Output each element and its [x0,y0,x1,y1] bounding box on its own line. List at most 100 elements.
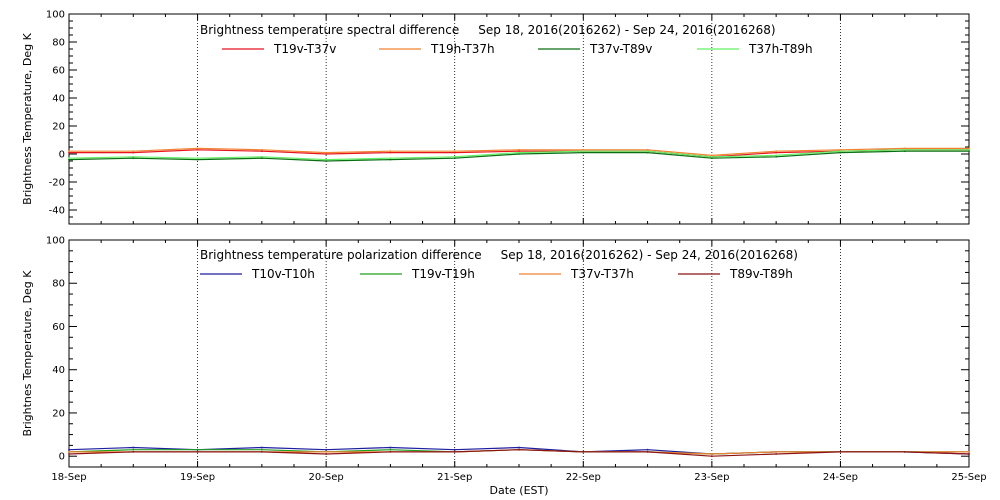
data-point [646,150,649,153]
series-line [68,449,970,457]
data-point [196,448,199,451]
data-point [260,155,263,158]
data-point [582,150,585,153]
y-tick-label: 40 [52,365,65,376]
data-point [68,453,70,455]
y-tick-label: 100 [46,10,65,21]
data-point [260,448,263,451]
data-point [518,153,520,155]
data-point [325,450,328,453]
data-point [68,150,70,153]
data-point [582,151,585,154]
data-point [196,157,199,160]
data-point [775,150,778,153]
data-point [453,450,456,453]
data-point [260,446,263,449]
data-point [968,147,970,150]
legend-label: T37v-T89v [589,42,652,56]
x-tick-label: 25-Sep [951,472,986,483]
data-point [389,446,392,449]
legend-label: T37v-T37h [570,267,634,281]
data-point [260,157,263,160]
data-point [839,450,842,453]
data-point [196,147,199,150]
data-point [518,446,520,449]
data-point [775,151,778,154]
data-point [196,148,199,151]
data-point [68,450,70,453]
data-point [839,148,842,151]
data-point [839,151,842,154]
legend-label: T19h-T37h [430,42,495,56]
data-point [453,150,456,153]
legend-label: T19v-T37v [273,42,336,56]
data-point [453,151,456,154]
data-point [775,154,778,157]
chart-title: Brightness temperature spectral differen… [200,23,776,37]
x-tick-label: 18-Sep [51,472,86,483]
data-point [132,151,135,154]
data-point [389,448,392,451]
data-point [260,148,263,151]
data-point [325,153,328,155]
chart-title: Brightness temperature polarization diff… [200,248,798,262]
data-point [710,157,713,160]
data-point [196,450,199,453]
legend-label: T37h-T89h [748,42,813,56]
y-tick-label: 20 [52,408,65,419]
data-point [68,151,70,154]
y-tick-label: -20 [49,178,65,189]
data-point [260,450,263,453]
data-point [582,450,585,453]
data-point [710,453,713,455]
y-tick-label: 60 [52,66,65,77]
data-point [903,150,906,153]
data-point [453,155,456,158]
data-point [132,446,135,449]
y-axis-label: Brightnes Temperature, Deg K [21,270,34,437]
data-point [325,453,328,455]
x-axis-label: Date (EST) [489,484,548,497]
data-point [903,147,906,150]
data-point [968,453,970,455]
data-point [389,450,392,453]
data-point [260,150,263,153]
data-point [68,158,70,161]
data-point [325,160,328,162]
data-point [68,448,70,451]
data-point [325,151,328,154]
data-point [582,148,585,151]
x-tick-label: 21-Sep [437,472,472,483]
data-point [68,157,70,160]
series-line [68,446,970,455]
x-tick-label: 23-Sep [694,472,729,483]
x-tick-label: 22-Sep [566,472,601,483]
data-point [710,154,713,157]
y-tick-label: 80 [52,279,65,290]
data-point [325,448,328,451]
data-point [903,450,906,453]
data-point [389,158,392,161]
data-point [196,158,199,161]
y-tick-label: 20 [52,122,65,133]
y-tick-label: 0 [59,452,65,463]
y-tick-label: 100 [46,236,65,247]
data-point [775,453,778,455]
legend-label: T10v-T10h [251,267,315,281]
data-point [775,450,778,453]
data-point [518,151,520,154]
data-point [646,450,649,453]
data-point [968,150,970,153]
x-tick-label: 24-Sep [823,472,858,483]
data-point [132,157,135,160]
data-point [325,158,328,161]
plot-frame [68,13,970,225]
data-point [646,148,649,151]
data-point [710,455,713,458]
data-point [710,155,713,158]
data-point [839,150,842,153]
data-point [132,450,135,453]
x-tick-label: 19-Sep [180,472,215,483]
data-point [903,148,906,151]
